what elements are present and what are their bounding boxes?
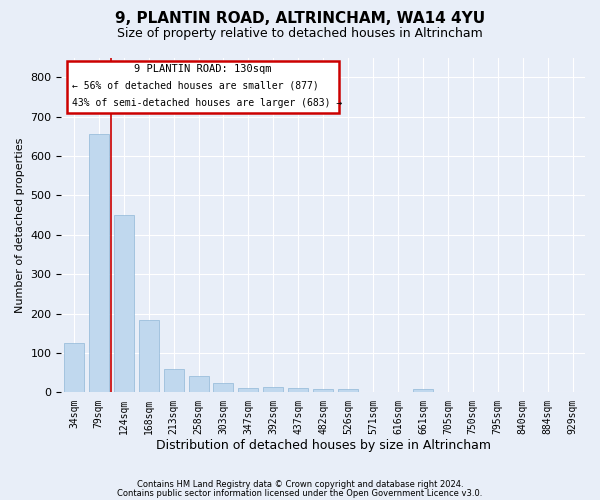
Text: 43% of semi-detached houses are larger (683) →: 43% of semi-detached houses are larger (…	[72, 98, 342, 108]
X-axis label: Distribution of detached houses by size in Altrincham: Distribution of detached houses by size …	[156, 440, 491, 452]
Bar	[89, 134, 109, 392]
Text: 9 PLANTIN ROAD: 130sqm: 9 PLANTIN ROAD: 130sqm	[134, 64, 272, 74]
Text: ← 56% of detached houses are smaller (877): ← 56% of detached houses are smaller (87…	[72, 81, 319, 91]
Bar	[139, 320, 158, 392]
Text: Size of property relative to detached houses in Altrincham: Size of property relative to detached ho…	[117, 28, 483, 40]
FancyBboxPatch shape	[67, 61, 339, 113]
Bar	[64, 343, 84, 392]
Bar	[114, 215, 134, 392]
Bar	[188, 376, 209, 392]
Bar	[238, 388, 259, 392]
Text: 9, PLANTIN ROAD, ALTRINCHAM, WA14 4YU: 9, PLANTIN ROAD, ALTRINCHAM, WA14 4YU	[115, 11, 485, 26]
Bar	[313, 388, 333, 392]
Bar	[413, 390, 433, 392]
Bar	[338, 390, 358, 392]
Bar	[164, 369, 184, 392]
Y-axis label: Number of detached properties: Number of detached properties	[15, 138, 25, 312]
Text: Contains HM Land Registry data © Crown copyright and database right 2024.: Contains HM Land Registry data © Crown c…	[137, 480, 463, 489]
Bar	[263, 388, 283, 392]
Bar	[214, 382, 233, 392]
Text: Contains public sector information licensed under the Open Government Licence v3: Contains public sector information licen…	[118, 488, 482, 498]
Bar	[288, 388, 308, 392]
